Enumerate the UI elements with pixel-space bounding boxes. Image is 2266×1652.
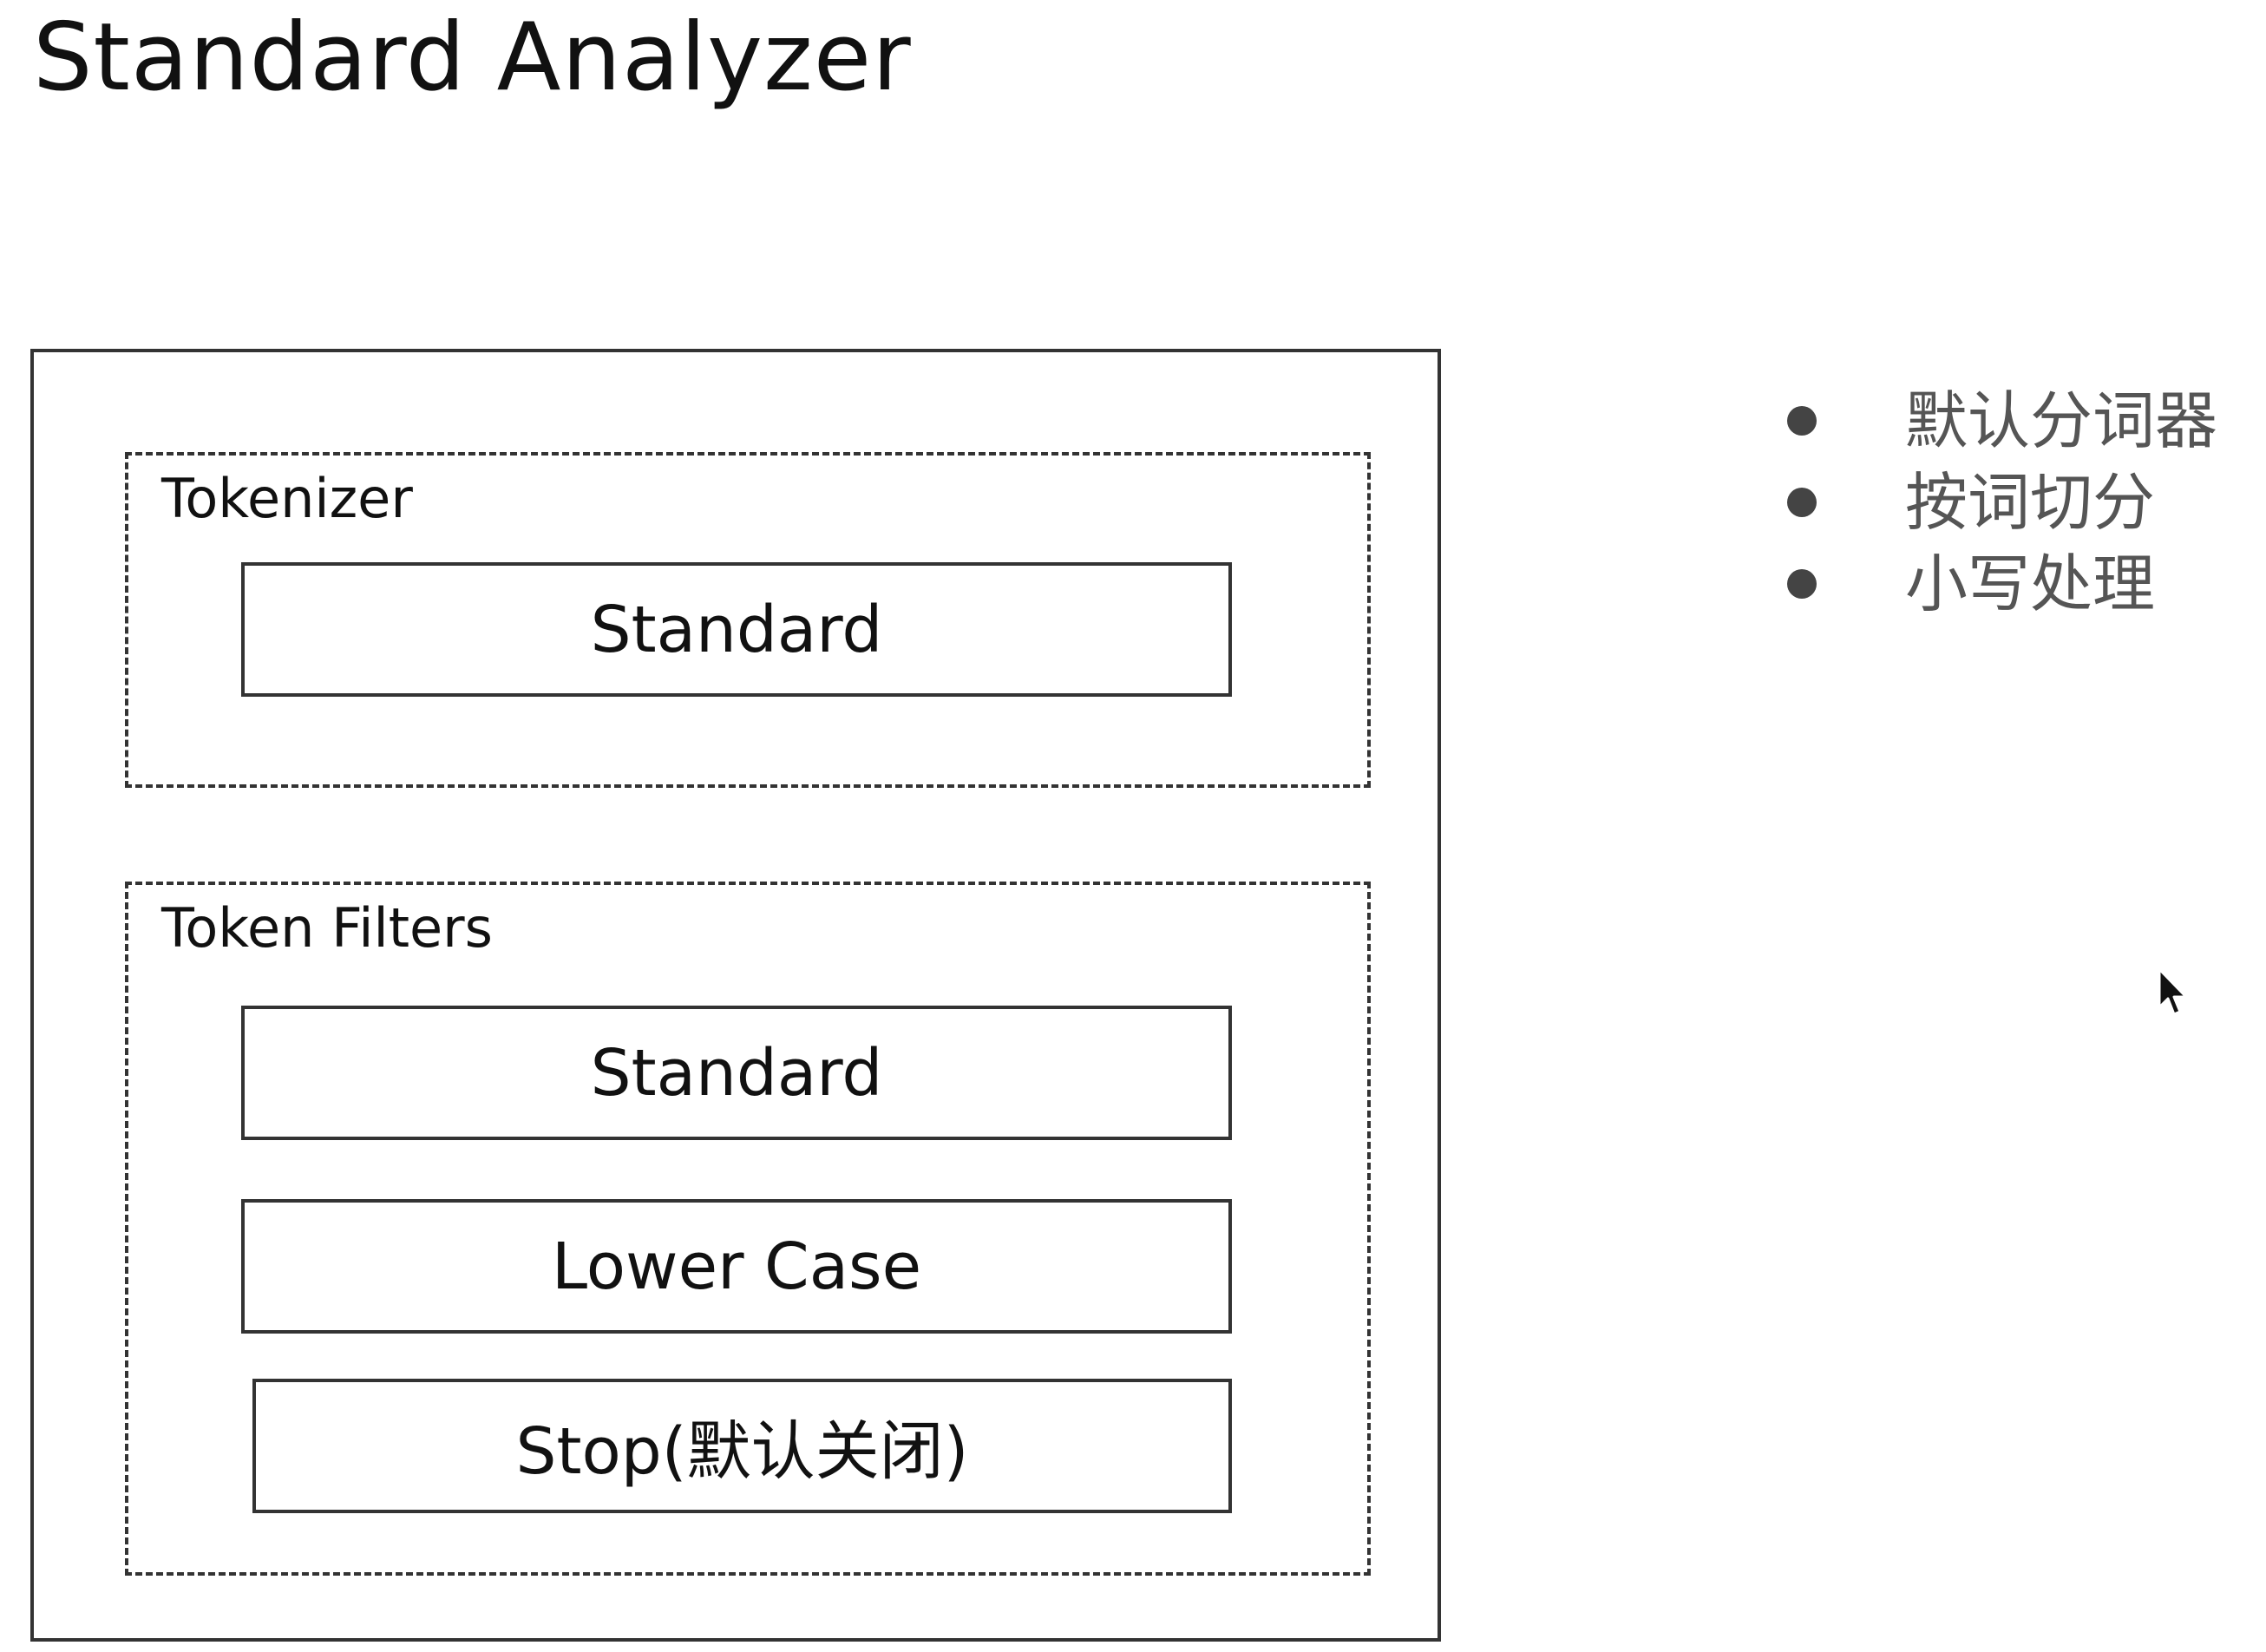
tokenizer-group: Tokenizer Standard bbox=[125, 452, 1371, 788]
bullet-dot-icon bbox=[1787, 406, 1817, 436]
note-text: 默认分词器 bbox=[1905, 384, 2218, 457]
bullet-dot-icon bbox=[1787, 569, 1817, 599]
token-filters-label: Token Filters bbox=[161, 896, 493, 960]
page-title: Standard Analyzer bbox=[33, 3, 912, 112]
filter-standard-box: Standard bbox=[241, 1006, 1232, 1140]
note-text: 按词切分 bbox=[1905, 466, 2156, 539]
analyzer-box: Tokenizer Standard Token Filters Standar… bbox=[30, 349, 1441, 1642]
mouse-pointer-icon bbox=[2158, 967, 2188, 1016]
tokenizer-label: Tokenizer bbox=[161, 467, 413, 530]
notes-list: 默认分词器 按词切分 小写处理 bbox=[1787, 380, 2217, 625]
list-item: 按词切分 bbox=[1787, 462, 2217, 543]
note-text: 小写处理 bbox=[1905, 547, 2156, 620]
tokenizer-standard-box: Standard bbox=[241, 562, 1232, 697]
list-item: 默认分词器 bbox=[1787, 380, 2217, 462]
token-filters-group: Token Filters Standard Lower Case Stop(默… bbox=[125, 882, 1371, 1576]
filter-stop-box: Stop(默认关闭) bbox=[252, 1379, 1232, 1513]
list-item: 小写处理 bbox=[1787, 543, 2217, 625]
filter-lowercase-box: Lower Case bbox=[241, 1199, 1232, 1334]
bullet-dot-icon bbox=[1787, 488, 1817, 517]
